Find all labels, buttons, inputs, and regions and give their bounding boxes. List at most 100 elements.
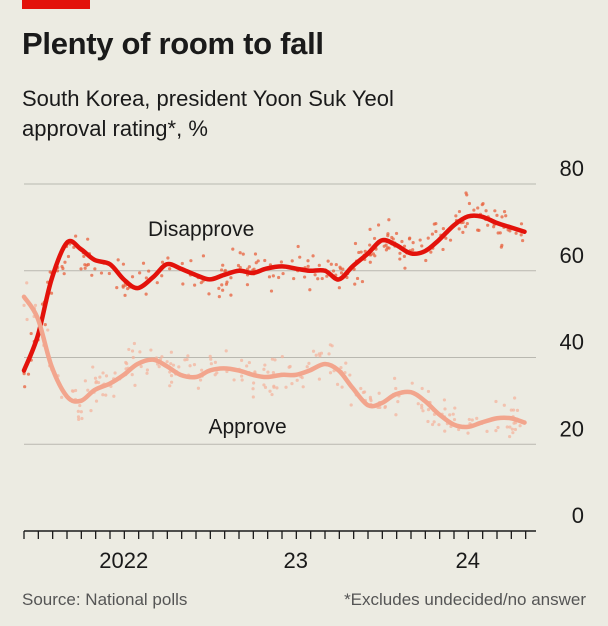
poll-dot xyxy=(169,380,174,384)
poll-dot xyxy=(171,363,176,367)
poll-dot xyxy=(386,234,390,238)
poll-dot xyxy=(426,419,430,424)
poll-dot xyxy=(368,227,372,232)
poll-dot xyxy=(418,238,422,242)
poll-dot xyxy=(270,357,274,361)
poll-dot xyxy=(62,272,66,276)
poll-dot xyxy=(130,275,135,279)
poll-dot xyxy=(485,429,489,433)
poll-dot xyxy=(208,354,212,358)
poll-dot xyxy=(394,413,398,417)
poll-dot xyxy=(316,277,320,281)
poll-dot xyxy=(254,261,258,265)
poll-dot xyxy=(251,387,255,391)
poll-dot xyxy=(251,395,255,399)
poll-dot xyxy=(500,215,504,219)
poll-dot xyxy=(112,394,116,398)
poll-dot xyxy=(448,238,453,242)
poll-dot xyxy=(411,248,415,252)
poll-dot xyxy=(22,303,26,307)
poll-dot xyxy=(138,271,142,275)
poll-dot xyxy=(281,271,285,276)
poll-dot xyxy=(79,267,83,271)
poll-dot xyxy=(353,241,358,246)
poll-dot xyxy=(311,254,315,258)
poll-dot xyxy=(454,214,458,218)
y-tick-label: 60 xyxy=(560,243,584,268)
poll-dot xyxy=(262,367,266,371)
poll-dot xyxy=(288,364,292,369)
poll-dot xyxy=(442,398,447,402)
poll-dot xyxy=(421,409,425,413)
poll-dot xyxy=(486,223,490,227)
poll-dot xyxy=(268,389,272,393)
poll-dot xyxy=(221,288,225,292)
poll-dot xyxy=(86,237,90,241)
poll-dot xyxy=(181,282,185,286)
poll-dot xyxy=(451,412,455,416)
poll-dot xyxy=(383,404,388,409)
poll-dot xyxy=(457,209,462,214)
poll-dot xyxy=(313,273,317,277)
poll-dot xyxy=(220,283,224,287)
poll-dot xyxy=(165,360,169,364)
poll-dot xyxy=(514,231,518,235)
poll-dot xyxy=(457,227,461,231)
poll-dot xyxy=(116,258,120,262)
poll-dot xyxy=(199,281,203,285)
poll-dot xyxy=(133,383,137,387)
poll-dot xyxy=(26,372,31,376)
poll-dot xyxy=(139,364,143,369)
poll-dot xyxy=(166,256,170,260)
poll-dot xyxy=(424,258,428,263)
poll-dot xyxy=(149,348,153,352)
poll-dot xyxy=(466,431,470,435)
poll-dot xyxy=(410,381,414,385)
poll-dot xyxy=(33,303,38,307)
poll-dot xyxy=(23,385,27,389)
poll-dot xyxy=(231,247,235,251)
poll-dot xyxy=(396,400,400,404)
poll-dot xyxy=(426,236,430,240)
poll-dot xyxy=(273,358,277,362)
poll-dot xyxy=(402,244,407,248)
chart-title: Plenty of room to fall xyxy=(22,26,324,61)
poll-dot xyxy=(311,349,316,353)
poll-dot xyxy=(429,250,433,254)
poll-dot xyxy=(93,267,97,271)
poll-dot xyxy=(123,293,127,297)
poll-dot xyxy=(60,264,64,269)
poll-dot xyxy=(186,354,190,358)
poll-dot xyxy=(29,331,33,336)
poll-dot xyxy=(521,238,525,243)
poll-dot xyxy=(76,415,81,419)
poll-dot xyxy=(349,403,353,407)
poll-dot xyxy=(335,382,340,386)
poll-dot xyxy=(402,254,406,258)
poll-dot xyxy=(376,223,381,227)
poll-dot xyxy=(70,389,75,393)
poll-dot xyxy=(160,274,164,278)
poll-dot xyxy=(198,378,203,382)
poll-dot xyxy=(241,252,245,256)
poll-dot xyxy=(306,264,310,268)
poll-dot xyxy=(444,236,448,240)
poll-dot xyxy=(292,276,296,281)
poll-dot xyxy=(492,225,496,229)
poll-dot xyxy=(320,276,324,281)
poll-dot xyxy=(147,269,151,273)
poll-dot xyxy=(394,386,398,391)
poll-dot xyxy=(224,282,229,286)
poll-dot xyxy=(368,260,372,264)
poll-dot xyxy=(263,385,268,389)
poll-dot xyxy=(240,374,244,378)
poll-dot xyxy=(74,234,78,238)
poll-dot xyxy=(481,201,485,206)
poll-dot xyxy=(508,434,512,439)
poll-dot xyxy=(505,425,509,429)
poll-dot xyxy=(348,373,352,377)
poll-dot xyxy=(391,237,395,241)
poll-dot xyxy=(499,245,503,249)
poll-dot xyxy=(189,259,193,263)
poll-dot xyxy=(432,222,436,226)
